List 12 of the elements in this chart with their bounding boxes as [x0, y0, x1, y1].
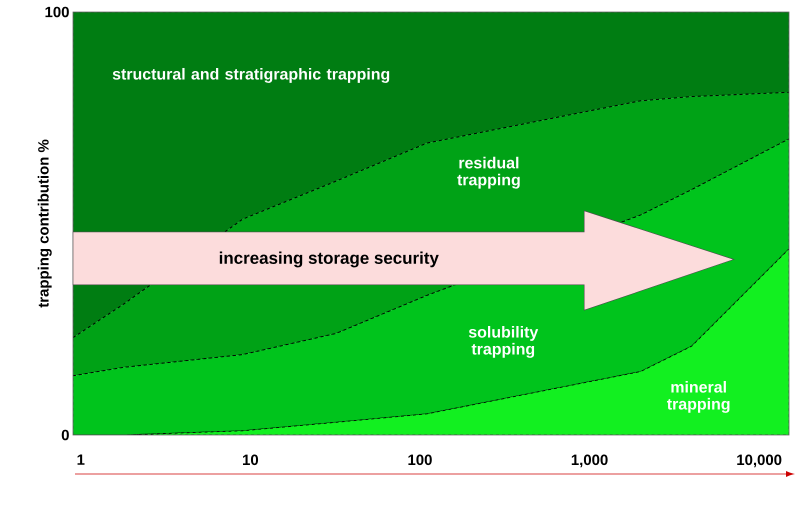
annotation: increasing storage security: [220, 252, 439, 268]
series-label: residual trapping: [457, 156, 520, 189]
x-tick-label: 10,000: [737, 454, 782, 468]
x-tick-label: 10: [242, 454, 258, 466]
x-tick-label: 1: [78, 454, 85, 465]
series-label: structural and stratigraphic trapping: [112, 68, 390, 83]
series-label: mineral trapping: [666, 380, 730, 413]
x-tick-label: 100: [408, 454, 432, 466]
x-tick-label: 1,000: [572, 454, 608, 468]
y-axis-title: trapping contribution %: [38, 140, 52, 308]
y-tick-label: 0: [62, 430, 69, 440]
series-label: solubility trapping: [468, 326, 538, 358]
